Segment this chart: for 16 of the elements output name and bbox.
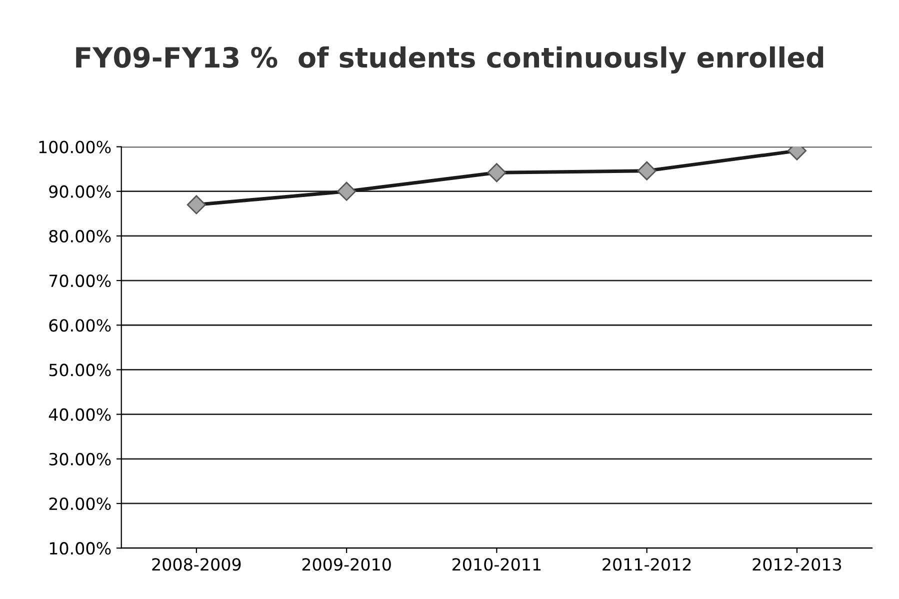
- y-tick-label: 90.00%: [49, 185, 111, 198]
- y-tick-label: 30.00%: [49, 452, 111, 466]
- chart-title: FY09-FY13 % of students continuously enrolled: [76, 46, 824, 74]
- x-tick-label: 2010-2011: [452, 558, 541, 571]
- x-tick-label: 2009-2010: [302, 558, 391, 571]
- x-tick-label: 2008-2009: [152, 558, 241, 571]
- y-tick-label: 20.00%: [49, 497, 111, 510]
- y-tick-label: 10.00%: [50, 542, 111, 555]
- x-tick-label: 2012-2013: [752, 558, 842, 571]
- y-tick-label: 100.00%: [39, 140, 111, 154]
- y-tick-label: 60.00%: [49, 319, 111, 332]
- y-tick-label: 70.00%: [49, 274, 111, 288]
- y-tick-label: 40.00%: [48, 408, 111, 421]
- y-tick-label: 80.00%: [49, 230, 111, 243]
- x-tick-label: 2011-2012: [602, 558, 691, 571]
- y-tick-label: 50.00%: [49, 364, 111, 376]
